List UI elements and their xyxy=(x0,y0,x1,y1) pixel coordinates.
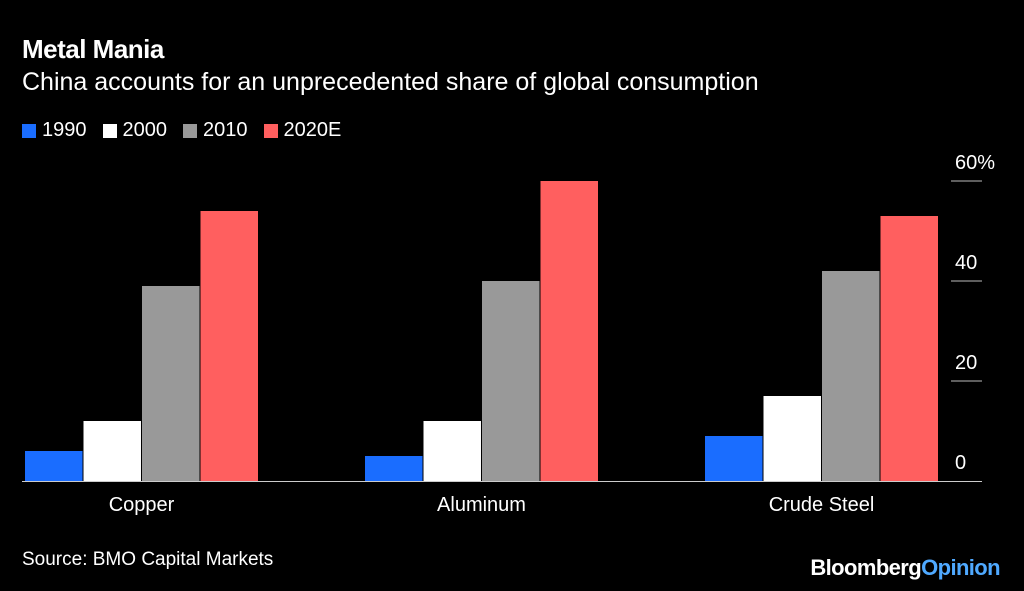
legend-label-2020E: 2020E xyxy=(283,119,342,141)
chart-legend: 1990 2000 2010 2020E xyxy=(22,119,357,142)
bar-crude-steel-2020E xyxy=(880,216,938,481)
category-label-crude-steel: Crude Steel xyxy=(769,494,875,516)
bar-aluminum-2000 xyxy=(423,421,481,481)
category-label-copper: Copper xyxy=(109,494,175,516)
y-tick-label-60: 60% xyxy=(955,152,995,174)
bar-copper-1990 xyxy=(25,451,83,481)
legend-swatch-2000 xyxy=(102,123,117,138)
bar-crude-steel-1990 xyxy=(705,436,763,481)
bar-crude-steel-2000 xyxy=(763,396,821,481)
chart-title: Metal Mania xyxy=(22,34,164,64)
y-tick-label-0: 0 xyxy=(955,452,966,474)
legend-item-2020E: 2020E xyxy=(263,119,342,142)
source-note: Source: BMO Capital Markets xyxy=(22,549,274,570)
brand-bloomberg: Bloomberg xyxy=(810,555,922,580)
bar-copper-2000 xyxy=(83,421,141,481)
chart-subtitle: China accounts for an unprecedented shar… xyxy=(22,68,759,96)
legend-item-1990: 1990 xyxy=(22,119,87,142)
legend-swatch-2010 xyxy=(183,123,197,138)
bar-copper-2020E xyxy=(200,211,258,481)
bar-crude-steel-2010 xyxy=(822,271,880,481)
legend-swatch-2020E xyxy=(263,123,278,138)
legend-swatch-1990 xyxy=(22,123,36,138)
brand-opinion: Opinion xyxy=(921,555,1001,580)
bar-aluminum-1990 xyxy=(365,456,423,481)
category-label-aluminum: Aluminum xyxy=(437,494,526,516)
legend-label-2000: 2000 xyxy=(122,119,168,141)
legend-label-2010: 2010 xyxy=(203,119,248,141)
legend-label-1990: 1990 xyxy=(42,119,87,141)
bar-aluminum-2010 xyxy=(482,281,540,481)
legend-item-2000: 2000 xyxy=(102,119,168,142)
bar-aluminum-2020E xyxy=(540,181,598,481)
bar-copper-2010 xyxy=(142,286,200,481)
y-tick-label-20: 20 xyxy=(955,352,977,374)
y-tick-label-40: 40 xyxy=(955,252,977,274)
brand-logo: BloombergOpinion xyxy=(810,555,1000,581)
legend-item-2010: 2010 xyxy=(183,119,248,142)
